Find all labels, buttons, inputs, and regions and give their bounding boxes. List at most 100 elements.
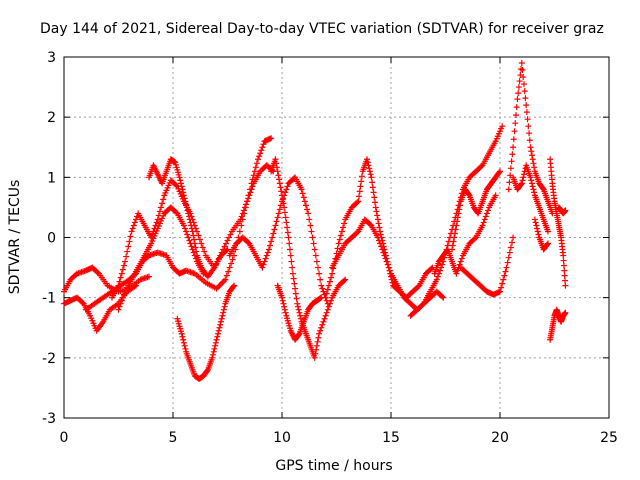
data-point-interp — [373, 208, 380, 215]
data-point-interp — [153, 219, 160, 226]
data-point-interp — [325, 303, 332, 310]
data-point — [381, 252, 388, 259]
data-point-interp — [506, 249, 513, 256]
data-point-interp — [223, 272, 230, 279]
data-point — [237, 216, 244, 223]
data-point — [217, 318, 224, 325]
data-point-interp — [120, 262, 127, 269]
data-point-interp — [328, 297, 335, 304]
data-point-interp — [481, 216, 488, 223]
data-point-interp — [315, 334, 322, 341]
data-point-interp — [280, 200, 287, 207]
data-point-interp — [269, 234, 276, 241]
data-point-interp — [385, 264, 392, 271]
data-point-interp — [307, 222, 314, 229]
data-point — [122, 258, 129, 265]
data-point-interp — [252, 164, 259, 171]
data-point-interp — [186, 237, 193, 244]
data-point-interp — [320, 318, 327, 325]
data-point — [531, 216, 538, 223]
data-point-interp — [318, 324, 325, 331]
data-point-interp — [297, 315, 304, 322]
data-point-interp — [504, 259, 511, 266]
data-point-interp — [452, 226, 459, 233]
data-point — [176, 174, 183, 181]
data-point — [322, 294, 329, 301]
data-point-interp — [320, 288, 327, 295]
data-point-interp — [282, 214, 289, 221]
data-point-interp — [259, 144, 266, 151]
data-point-interp — [119, 266, 126, 273]
data-point-interp — [508, 239, 515, 246]
x-tick-label: 0 — [60, 430, 69, 446]
y-axis-title: SDTVAR / TECUs — [7, 180, 23, 295]
data-point-interp — [117, 300, 124, 307]
data-point-interp — [283, 219, 290, 226]
data-point-interp — [456, 261, 463, 268]
data-point-interp — [236, 228, 243, 235]
data-point-interp — [211, 345, 218, 352]
series-arc-17 — [505, 60, 556, 217]
data-point-interp — [306, 216, 313, 223]
data-point-interp — [183, 201, 190, 208]
data-point-interp — [116, 278, 123, 285]
data-point-interp — [454, 218, 461, 225]
series-arc-08 — [226, 174, 331, 307]
data-point-interp — [325, 282, 332, 289]
data-point-interp — [192, 244, 199, 251]
data-point-interp — [251, 168, 258, 175]
data-point — [222, 276, 229, 283]
data-point-interp — [239, 210, 246, 217]
data-point-interp — [282, 309, 289, 316]
data-point — [503, 264, 510, 271]
data-point — [544, 240, 551, 247]
data-point-interp — [366, 165, 373, 172]
series-arc-16 — [457, 234, 517, 298]
x-tick-label: 10 — [273, 430, 291, 446]
data-point-interp — [528, 152, 535, 159]
data-point-interp — [218, 315, 225, 322]
data-point-interp — [181, 195, 188, 202]
y-tick-label: -3 — [42, 411, 56, 427]
data-point-interp — [370, 189, 377, 196]
data-point — [132, 282, 139, 289]
data-point — [527, 174, 534, 181]
x-axis-title: GPS time / hours — [275, 458, 392, 474]
data-point-interp — [560, 262, 567, 269]
data-point-interp — [531, 189, 538, 196]
data-point-interp — [499, 280, 506, 287]
data-point-interp — [317, 276, 324, 283]
data-point-interp — [256, 153, 263, 160]
data-point-interp — [506, 179, 513, 186]
data-point-interp — [281, 209, 288, 216]
data-point-interp — [309, 234, 316, 241]
data-point-interp — [273, 160, 280, 167]
data-point-interp — [296, 309, 303, 316]
data-point — [305, 210, 312, 217]
data-point-interp — [510, 136, 517, 143]
series-arc-15 — [431, 192, 499, 277]
series-arc-21 — [547, 306, 569, 343]
data-point — [453, 270, 460, 277]
data-point-interp — [275, 172, 282, 179]
data-point-interp — [525, 123, 532, 130]
data-point-interp — [279, 297, 286, 304]
data-point-interp — [184, 231, 191, 238]
data-point-interp — [177, 177, 184, 184]
data-point — [154, 216, 161, 223]
data-point-interp — [295, 331, 302, 338]
data-point-interp — [118, 270, 125, 277]
data-point-interp — [496, 169, 503, 176]
data-point-interp — [471, 235, 478, 242]
data-point-interp — [123, 253, 130, 260]
data-point — [318, 282, 325, 289]
data-point-interp — [530, 186, 537, 193]
data-point-interp — [524, 116, 531, 123]
data-point-interp — [180, 189, 187, 196]
data-point-interp — [340, 224, 347, 231]
data-point-interp — [159, 200, 166, 207]
data-point-interp — [238, 222, 245, 229]
data-point-interp — [337, 232, 344, 239]
data-point — [342, 276, 349, 283]
data-point-interp — [276, 206, 283, 213]
